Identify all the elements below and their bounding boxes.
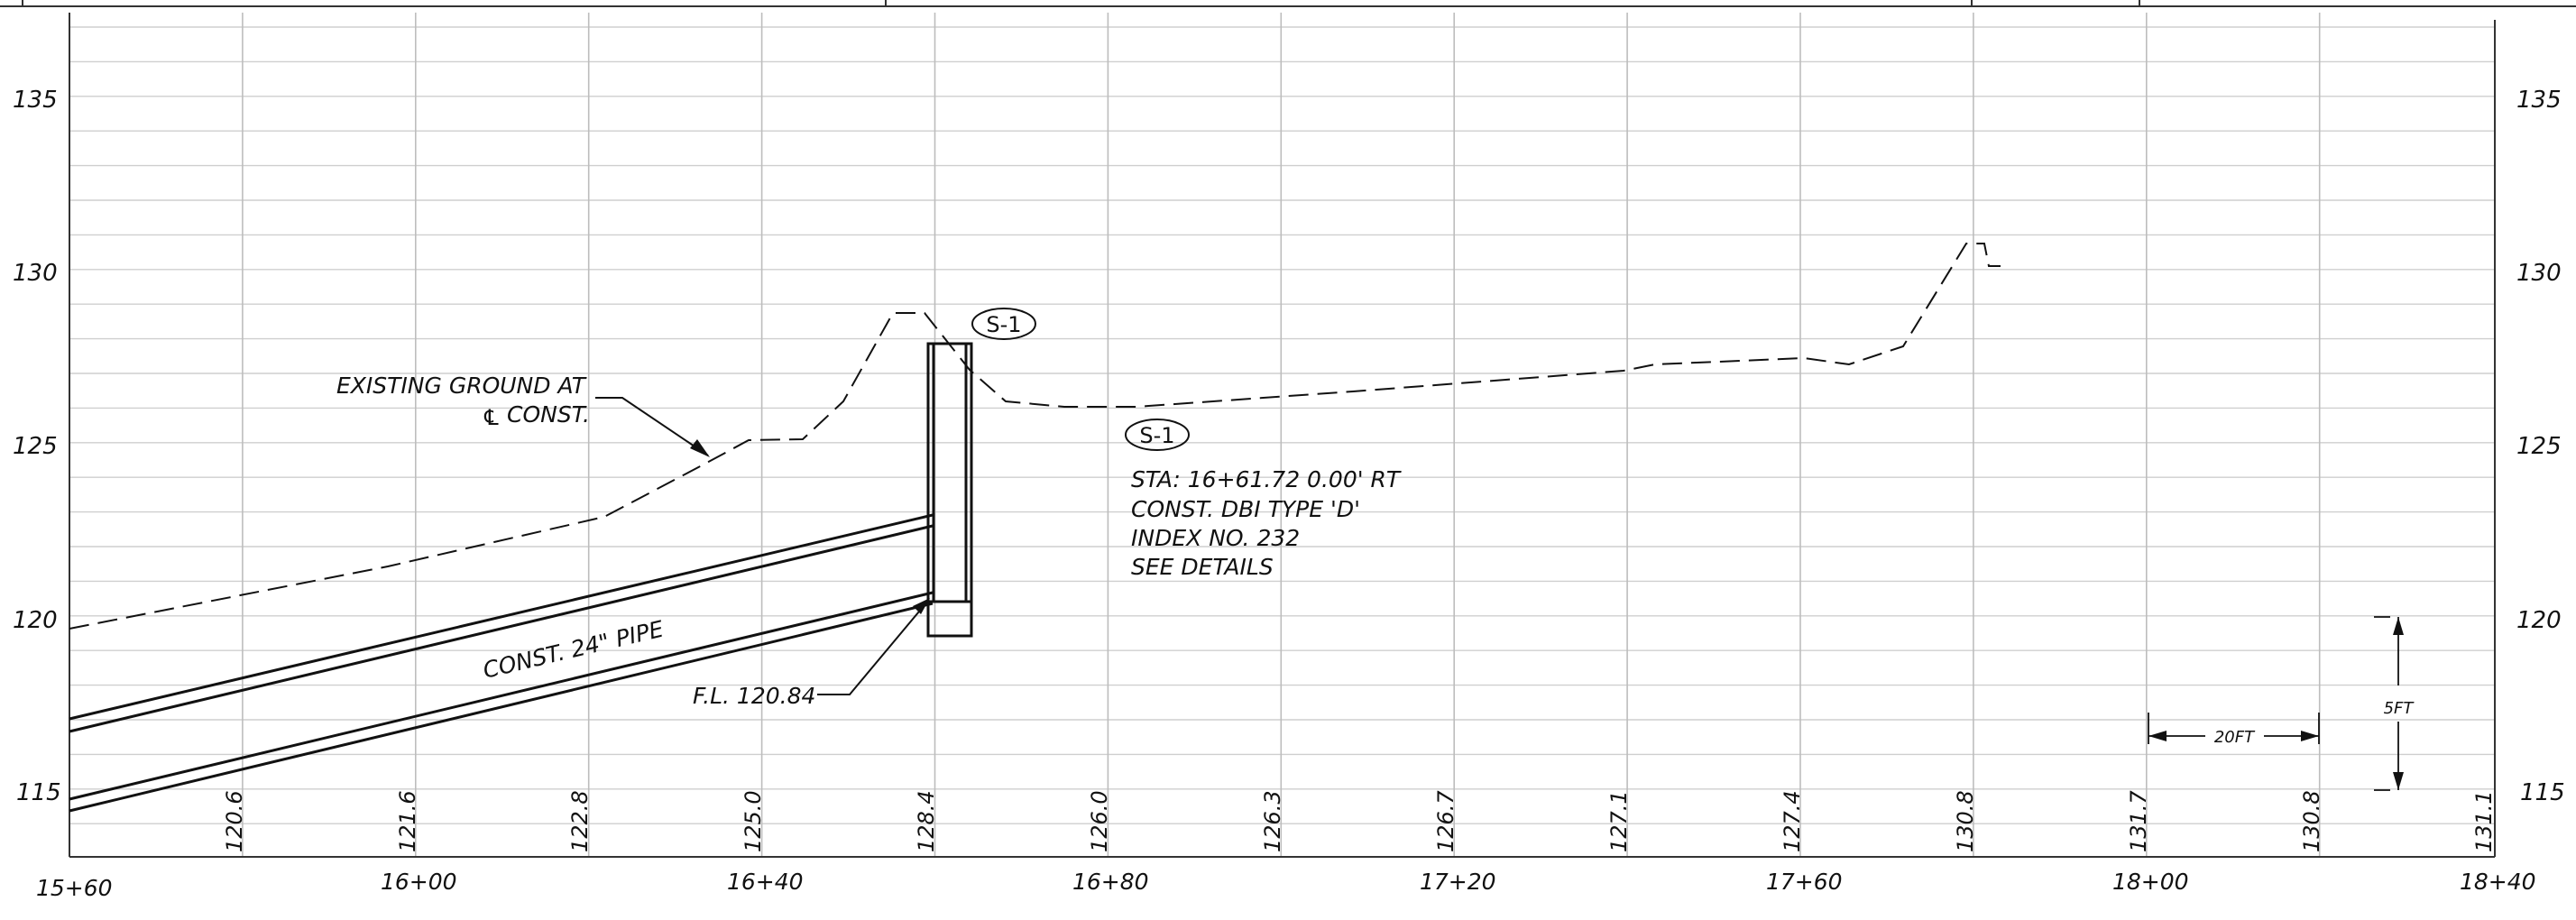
horizontal-scale-label: 20FT: [2214, 728, 2256, 747]
existing-ground-callout: EXISTING GROUND AT ℄ CONST.: [336, 373, 710, 457]
column-elevation-label: 131.1: [2471, 790, 2497, 852]
flowline-arrowhead: [913, 598, 930, 614]
elevation-labels-right: 135 130 125 120 115: [2516, 87, 2565, 806]
column-elevation-labels: 120.6 121.6 122.8 125.0 128.4 126.0 126.…: [222, 790, 2497, 852]
column-elevation-label: 130.8: [2299, 790, 2324, 852]
station-label: 16+80: [1072, 869, 1149, 895]
existing-ground-label-line2: CONST.: [507, 401, 590, 428]
elev-label-right: 120: [2516, 607, 2562, 634]
flowline-label: F.L. 120.84: [693, 683, 815, 709]
station-label: 16+40: [727, 869, 804, 895]
column-elevation-label: 127.1: [1606, 790, 1632, 852]
vertical-scale-bar: 5FT: [2374, 616, 2415, 791]
structure-note-line: STA: 16+61.72 0.00' RT: [1131, 466, 1402, 492]
structure-tag-text: S-1: [1139, 423, 1174, 448]
horizontal-scale-bar: 20FT: [2148, 713, 2320, 747]
column-elevation-label: 126.0: [1087, 790, 1112, 852]
column-elevation-label: 122.8: [567, 790, 593, 852]
elevation-labels-left: 135 130 125 120 115: [13, 87, 61, 806]
flowline-callout: F.L. 120.84: [693, 598, 930, 709]
existing-ground-line: [69, 243, 2001, 630]
callout-arrowhead: [690, 439, 710, 457]
elev-label-right: 130: [2516, 260, 2562, 287]
elev-label-right: 135: [2516, 87, 2562, 114]
structure-tag-text: S-1: [986, 312, 1021, 337]
grid-horizontal-lines: [69, 26, 2495, 824]
elev-label-left: 135: [13, 87, 58, 114]
elev-label-left: 130: [13, 260, 58, 287]
station-label: 15+60: [36, 875, 113, 901]
structure-tag-callout: S-1: [1125, 419, 1190, 451]
existing-ground-label-line1: EXISTING GROUND AT: [336, 373, 587, 399]
station-label: 17+60: [1766, 869, 1843, 895]
elev-label-right: 115: [2520, 779, 2565, 806]
vertical-scale-label: 5FT: [2384, 699, 2415, 718]
station-label: 16+00: [381, 869, 457, 895]
grid-vertical-lines: [242, 13, 2321, 857]
column-elevation-label: 126.3: [1260, 790, 1285, 852]
column-elevation-label: 121.6: [395, 790, 420, 852]
structure-s1-drain-inlet: [926, 342, 973, 638]
column-elevation-label: 126.7: [1433, 790, 1458, 852]
structure-note-line: INDEX NO. 232: [1131, 525, 1300, 551]
column-elevation-label: 131.7: [2126, 790, 2151, 852]
column-elevation-label: 125.0: [741, 790, 766, 852]
structure-notes: STA: 16+61.72 0.00' RT CONST. DBI TYPE '…: [1131, 466, 1402, 580]
top-border: [0, 0, 2576, 7]
structure-tag-top: S-1: [971, 308, 1036, 340]
column-elevation-label: 128.4: [914, 790, 939, 852]
structure-note-line: CONST. DBI TYPE 'D': [1131, 496, 1360, 522]
pipe-24in: [69, 513, 934, 813]
column-elevation-label: 120.6: [222, 790, 247, 852]
column-elevation-label: 130.8: [1953, 790, 1978, 852]
station-label: 18+40: [2460, 869, 2536, 895]
station-label: 18+00: [2112, 869, 2189, 895]
station-label: 17+20: [1420, 869, 1496, 895]
structure-note-line: SEE DETAILS: [1131, 554, 1274, 580]
elev-label-left: 125: [13, 433, 58, 460]
elev-label-left: 115: [16, 779, 61, 806]
elev-label-left: 120: [13, 607, 58, 634]
column-elevation-label: 127.4: [1780, 790, 1805, 852]
station-labels: 15+60 16+00 16+40 16+80 17+20 17+60 18+0…: [36, 869, 2536, 901]
centerline-symbol: ℄: [482, 405, 501, 430]
elev-label-right: 125: [2516, 433, 2562, 460]
